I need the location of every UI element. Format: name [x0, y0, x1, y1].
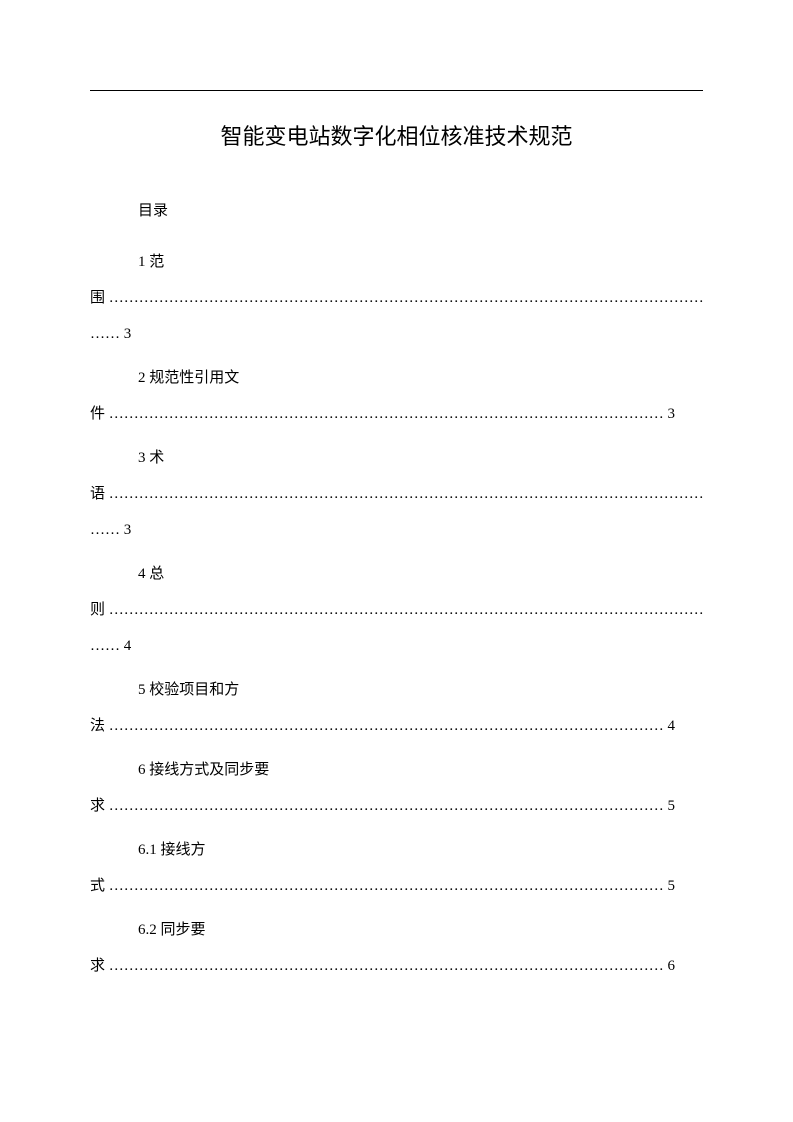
toc-entry-head: 3 术 — [138, 440, 703, 476]
toc-entry: 2 规范性引用文件 ………………………………………………………………………………… — [90, 360, 703, 432]
toc-entry: 4 总则 ……………………………………………………………………………………………… — [90, 556, 703, 664]
toc-entry: 3 术语 ……………………………………………………………………………………………… — [90, 440, 703, 548]
toc-entry-head: 1 范 — [138, 244, 703, 280]
toc-entry-fill: 则 ……………………………………………………………………………………………………… — [90, 592, 703, 628]
toc-entry-fill: 求 ………………………………………………………………………………………………… … — [90, 788, 703, 824]
toc-entry-continuation: …… 3 — [90, 316, 703, 352]
toc-entry-head: 2 规范性引用文 — [138, 360, 703, 396]
toc-entry-fill: 件 ………………………………………………………………………………………………… … — [90, 396, 703, 432]
toc-entry: 6.2 同步要求 …………………………………………………………………………………… — [90, 912, 703, 984]
toc-label: 目录 — [138, 199, 703, 220]
toc-entry-continuation: …… 3 — [90, 512, 703, 548]
toc-entry: 5 校验项目和方法 ………………………………………………………………………………… — [90, 672, 703, 744]
top-rule — [90, 90, 703, 91]
toc-entry: 6 接线方式及同步要求 …………………………………………………………………………… — [90, 752, 703, 824]
toc-entry-head: 5 校验项目和方 — [138, 672, 703, 708]
toc-entry-fill: 法 ………………………………………………………………………………………………… … — [90, 708, 703, 744]
toc-entry-head: 6.1 接线方 — [138, 832, 703, 868]
toc-entry-head: 6 接线方式及同步要 — [138, 752, 703, 788]
table-of-contents: 1 范围 ……………………………………………………………………………………………… — [90, 244, 703, 984]
toc-entry: 6.1 接线方式 …………………………………………………………………………………… — [90, 832, 703, 904]
document-title: 智能变电站数字化相位核准技术规范 — [90, 119, 703, 151]
toc-entry-fill: 语 ……………………………………………………………………………………………………… — [90, 476, 703, 512]
toc-entry-head: 6.2 同步要 — [138, 912, 703, 948]
toc-entry-head: 4 总 — [138, 556, 703, 592]
toc-entry-fill: 求 ………………………………………………………………………………………………… … — [90, 948, 703, 984]
toc-entry-fill: 围 ……………………………………………………………………………………………………… — [90, 280, 703, 316]
toc-entry: 1 范围 ……………………………………………………………………………………………… — [90, 244, 703, 352]
toc-entry-continuation: …… 4 — [90, 628, 703, 664]
toc-entry-fill: 式 ………………………………………………………………………………………………… … — [90, 868, 703, 904]
